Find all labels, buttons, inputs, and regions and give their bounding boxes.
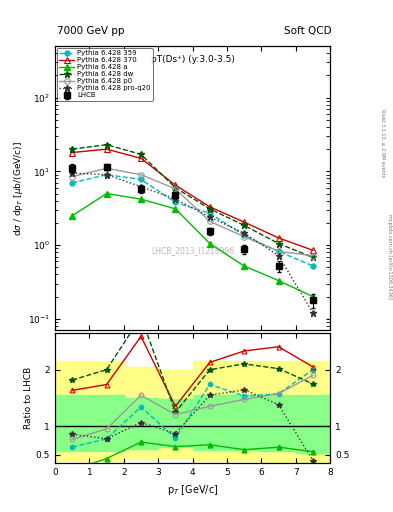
Pythia 6.428 pro-q20 xyxy=(242,230,246,236)
Pythia 6.428 dw xyxy=(310,254,315,261)
Pythia 6.428 p0 xyxy=(70,174,75,180)
Pythia 6.428 359 xyxy=(70,180,75,186)
Pythia 6.428 dw xyxy=(139,151,143,157)
Pythia 6.428 370 xyxy=(70,150,75,156)
Y-axis label: d$\sigma$ / dp$_T$ [$\mu$b/(GeV/c)]: d$\sigma$ / dp$_T$ [$\mu$b/(GeV/c)] xyxy=(12,141,25,236)
Pythia 6.428 370 xyxy=(310,247,315,253)
Pythia 6.428 dw xyxy=(173,185,178,191)
Pythia 6.428 370 xyxy=(173,182,178,188)
Pythia 6.428 370 xyxy=(139,155,143,161)
Pythia 6.428 p0 xyxy=(242,233,246,240)
Pythia 6.428 a xyxy=(139,196,143,202)
Text: Rivet 3.1.10, ≥ 2.9M events: Rivet 3.1.10, ≥ 2.9M events xyxy=(381,109,386,178)
Pythia 6.428 359 xyxy=(104,172,109,178)
Pythia 6.428 dw xyxy=(208,206,212,212)
Pythia 6.428 pro-q20 xyxy=(104,172,109,178)
Pythia 6.428 pro-q20 xyxy=(70,170,75,176)
Pythia 6.428 dw xyxy=(242,222,246,228)
Line: Pythia 6.428 359: Pythia 6.428 359 xyxy=(70,173,315,268)
Pythia 6.428 p0 xyxy=(104,165,109,172)
Y-axis label: Ratio to LHCB: Ratio to LHCB xyxy=(24,367,33,429)
Pythia 6.428 dw xyxy=(276,241,281,247)
Pythia 6.428 a xyxy=(173,206,178,212)
Pythia 6.428 a xyxy=(104,190,109,197)
Legend: Pythia 6.428 359, Pythia 6.428 370, Pythia 6.428 a, Pythia 6.428 dw, Pythia 6.42: Pythia 6.428 359, Pythia 6.428 370, Pyth… xyxy=(57,48,153,100)
Pythia 6.428 370 xyxy=(242,219,246,225)
Line: Pythia 6.428 dw: Pythia 6.428 dw xyxy=(69,141,316,261)
Pythia 6.428 dw xyxy=(70,146,75,152)
Pythia 6.428 a xyxy=(310,293,315,300)
Pythia 6.428 pro-q20 xyxy=(276,252,281,259)
Pythia 6.428 pro-q20 xyxy=(173,196,178,202)
Pythia 6.428 a xyxy=(208,241,212,247)
Line: Pythia 6.428 a: Pythia 6.428 a xyxy=(70,191,316,300)
Pythia 6.428 a xyxy=(70,212,75,219)
Pythia 6.428 p0 xyxy=(310,252,315,259)
Pythia 6.428 p0 xyxy=(173,186,178,192)
Pythia 6.428 a xyxy=(242,263,246,269)
Pythia 6.428 359 xyxy=(208,210,212,217)
Pythia 6.428 pro-q20 xyxy=(139,184,143,190)
Pythia 6.428 359 xyxy=(173,199,178,205)
Line: Pythia 6.428 pro-q20: Pythia 6.428 pro-q20 xyxy=(69,170,316,316)
X-axis label: p$_T$ [GeV/c]: p$_T$ [GeV/c] xyxy=(167,483,219,497)
Pythia 6.428 359 xyxy=(276,248,281,254)
Text: mcplots.cern.ch [arXiv:1306.3436]: mcplots.cern.ch [arXiv:1306.3436] xyxy=(387,214,391,298)
Pythia 6.428 359 xyxy=(310,263,315,269)
Line: Pythia 6.428 p0: Pythia 6.428 p0 xyxy=(70,165,316,259)
Pythia 6.428 a xyxy=(276,278,281,284)
Pythia 6.428 pro-q20 xyxy=(310,310,315,316)
Text: pT(Ds⁺) (y:3.0-3.5): pT(Ds⁺) (y:3.0-3.5) xyxy=(151,55,235,63)
Pythia 6.428 p0 xyxy=(276,248,281,254)
Text: Soft QCD: Soft QCD xyxy=(285,26,332,36)
Text: 7000 GeV pp: 7000 GeV pp xyxy=(57,26,125,36)
Pythia 6.428 359 xyxy=(139,176,143,182)
Pythia 6.428 370 xyxy=(276,235,281,241)
Pythia 6.428 359 xyxy=(242,232,246,239)
Pythia 6.428 pro-q20 xyxy=(208,214,212,220)
Pythia 6.428 370 xyxy=(208,204,212,210)
Pythia 6.428 p0 xyxy=(208,218,212,224)
Pythia 6.428 dw xyxy=(104,142,109,148)
Pythia 6.428 370 xyxy=(104,146,109,152)
Line: Pythia 6.428 370: Pythia 6.428 370 xyxy=(70,146,316,253)
Text: LHCB_2013_I1218996: LHCB_2013_I1218996 xyxy=(151,246,234,255)
Pythia 6.428 p0 xyxy=(139,172,143,178)
